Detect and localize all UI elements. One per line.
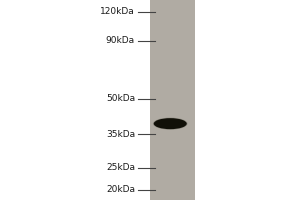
Ellipse shape xyxy=(153,118,188,130)
Text: 90kDa: 90kDa xyxy=(106,36,135,45)
Text: 20kDa: 20kDa xyxy=(106,186,135,194)
Ellipse shape xyxy=(154,118,187,129)
FancyBboxPatch shape xyxy=(150,0,195,200)
Text: 35kDa: 35kDa xyxy=(106,130,135,139)
Text: 25kDa: 25kDa xyxy=(106,163,135,172)
Text: 50kDa: 50kDa xyxy=(106,94,135,103)
Text: 120kDa: 120kDa xyxy=(100,7,135,17)
